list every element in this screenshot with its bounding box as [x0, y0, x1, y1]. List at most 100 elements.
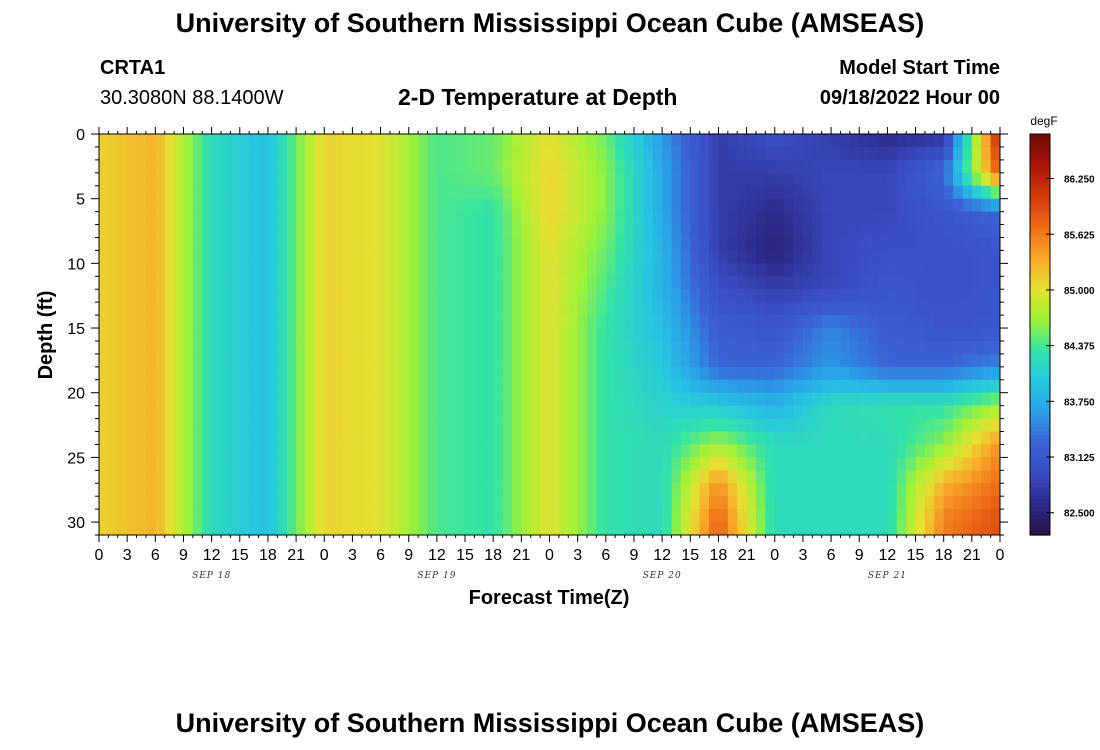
heatmap-cell [418, 159, 429, 174]
colorbar-swatch [1030, 214, 1050, 219]
heatmap-cell [887, 134, 898, 148]
heatmap-cell [821, 185, 832, 200]
heatmap-cell [136, 328, 147, 342]
heatmap-cell [155, 263, 166, 277]
heatmap-cell [239, 302, 250, 316]
heatmap-cell [183, 263, 194, 277]
heatmap-cell [727, 185, 738, 200]
heatmap-cell [221, 289, 231, 303]
heatmap-cell [436, 134, 447, 148]
heatmap-cell [887, 276, 898, 290]
heatmap-cell [624, 431, 635, 446]
heatmap-cell [558, 379, 569, 394]
heatmap-cell [793, 315, 804, 329]
heatmap-cell [793, 198, 804, 213]
heatmap-cell [446, 483, 457, 497]
heatmap-cell [802, 470, 813, 484]
heatmap-cell [624, 250, 635, 264]
heatmap-cell [324, 198, 335, 213]
heatmap-cell [521, 185, 532, 200]
heatmap-cell [221, 250, 231, 264]
heatmap-cell [859, 457, 870, 471]
heatmap-cell [286, 457, 297, 471]
heatmap-cell [493, 457, 504, 471]
heatmap-cell [455, 353, 466, 368]
heatmap-cell [352, 366, 363, 381]
heatmap-cell [568, 418, 579, 433]
heatmap-cell [324, 470, 335, 484]
heatmap-cell [633, 470, 644, 484]
heatmap-cell [136, 315, 147, 329]
heatmap-cell [868, 483, 879, 497]
heatmap-cell [877, 134, 888, 148]
heatmap-cell [455, 392, 466, 407]
heatmap-cell [633, 172, 644, 187]
heatmap-cell [202, 366, 213, 381]
heatmap-cell [924, 509, 935, 523]
heatmap-cell [709, 237, 720, 252]
heatmap-cell [465, 159, 476, 174]
heatmap-cell [784, 392, 795, 407]
heatmap-cell [427, 315, 438, 329]
heatmap-cell [305, 146, 316, 161]
heatmap-cell [718, 250, 729, 264]
heatmap-cell [915, 483, 926, 497]
heatmap-cell [812, 457, 823, 471]
heatmap-cell [605, 237, 616, 252]
heatmap-cell [934, 159, 945, 174]
heatmap-cell [868, 444, 879, 458]
heatmap-cell [521, 211, 532, 226]
heatmap-cell [192, 353, 203, 368]
heatmap-cell [718, 211, 729, 226]
heatmap-cell [155, 431, 166, 446]
heatmap-cell [896, 328, 907, 342]
heatmap-cell [343, 263, 354, 277]
heatmap-cell [399, 134, 410, 148]
heatmap-cell [680, 457, 691, 471]
heatmap-cell [502, 315, 513, 329]
heatmap-cell [145, 315, 156, 329]
heatmap-cell [662, 185, 673, 200]
heatmap-cell [840, 418, 851, 433]
heatmap-cell [840, 431, 851, 446]
heatmap-cell [812, 185, 823, 200]
heatmap-cell [896, 237, 907, 252]
heatmap-cell [352, 146, 363, 161]
heatmap-cell [671, 522, 682, 535]
heatmap-cell [145, 366, 156, 381]
heatmap-cell [896, 353, 907, 368]
heatmap-cell [943, 250, 954, 264]
heatmap-cell [249, 379, 260, 394]
heatmap-cell [474, 276, 485, 290]
heatmap-cell [934, 418, 945, 433]
heatmap-cell [906, 224, 917, 239]
heatmap-cell [568, 431, 579, 446]
x-tick-label: 0 [95, 547, 104, 564]
heatmap-cell [624, 405, 635, 420]
heatmap-cell [943, 392, 954, 407]
heatmap-cell [436, 392, 447, 407]
heatmap-cell [296, 509, 307, 523]
heatmap-cell [511, 159, 522, 174]
heatmap-cell [361, 405, 372, 420]
x-tick-label: 18 [259, 547, 277, 564]
heatmap-cell [868, 198, 879, 213]
heatmap-cell [662, 134, 673, 148]
heatmap-cell [737, 198, 748, 213]
heatmap-cell [596, 353, 607, 368]
heatmap-cell [859, 444, 870, 458]
heatmap-cell [221, 418, 231, 433]
heatmap-cell [549, 444, 560, 458]
colorbar-swatch [1030, 282, 1050, 287]
heatmap-cell [680, 353, 691, 368]
heatmap-cell [455, 159, 466, 174]
heatmap-cell [380, 470, 391, 484]
heatmap-cell [915, 134, 926, 148]
heatmap-cell [540, 444, 551, 458]
heatmap-cell [221, 353, 231, 368]
heatmap-cell [465, 172, 476, 187]
heatmap-cell [436, 237, 447, 252]
heatmap-cell [174, 185, 185, 200]
heatmap-cell [924, 263, 935, 277]
colorbar-swatch [1030, 262, 1050, 267]
